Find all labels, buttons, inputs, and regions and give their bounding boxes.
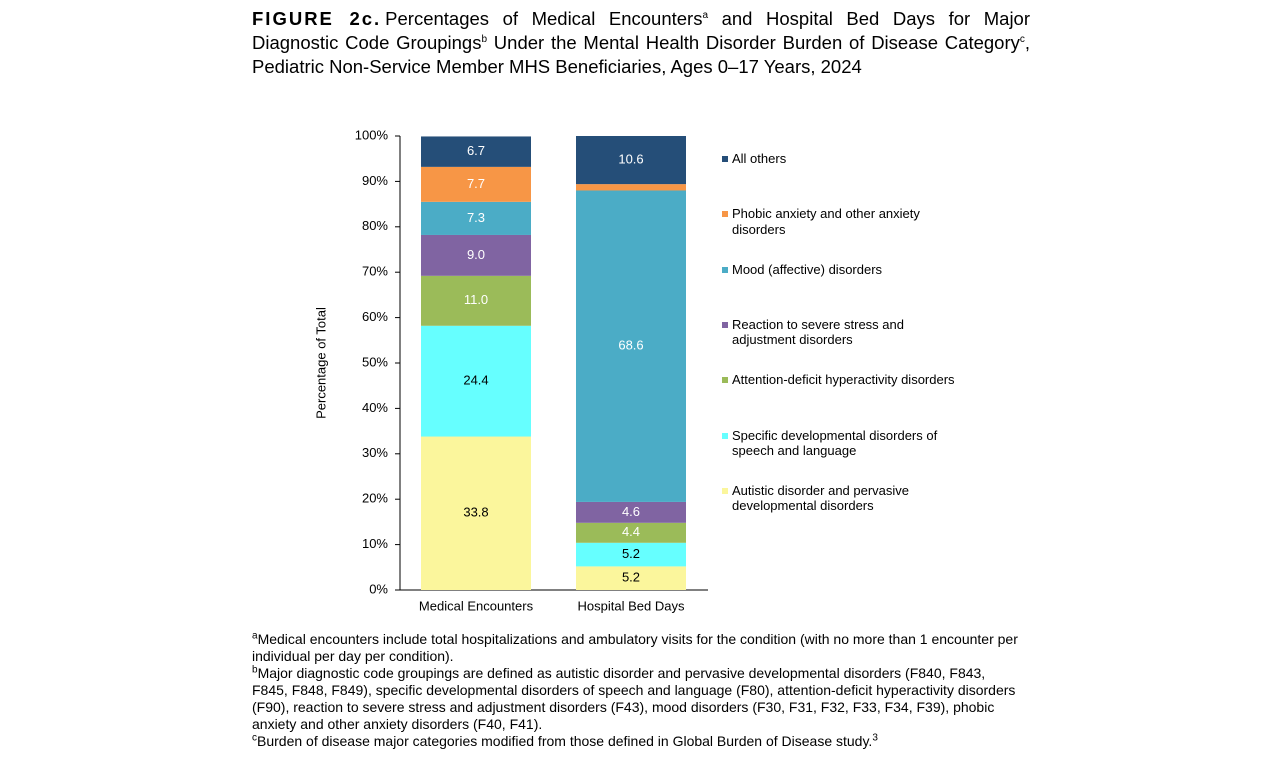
title-superscript: a (702, 9, 709, 21)
bar-segment (421, 275, 531, 326)
bar-segment (576, 190, 686, 502)
y-tick-label: 100% (355, 127, 389, 142)
y-tick-label: 90% (362, 173, 388, 188)
footnotes: aMedical encounters include total hospit… (252, 631, 1022, 750)
footnote-mark: b (252, 664, 258, 676)
legend-swatch (722, 156, 728, 162)
title-text: Percentages of Medical Encounters (385, 8, 703, 29)
legend-label: Mood (affective) disorders (732, 261, 883, 277)
bar-segment (576, 184, 686, 191)
bar-segment (421, 201, 531, 235)
title: FIGURE 2c. Percentages of Medical Encount… (252, 7, 1030, 79)
footnote: aMedical encounters include total hospit… (252, 631, 1022, 665)
y-tick-label: 50% (362, 354, 388, 369)
y-tick-label: 70% (362, 264, 388, 279)
legend-swatch (722, 321, 728, 328)
bar-segment (421, 166, 531, 202)
y-tick-label: 30% (362, 445, 388, 460)
value-label: 7.3 (467, 210, 485, 225)
footnote-reference: 3 (872, 732, 878, 744)
bar-segment (421, 325, 531, 437)
footnote-text: Medical encounters include total hospita… (252, 631, 1018, 664)
footnote-mark: a (252, 630, 258, 642)
figure-label: FIGURE 2c. (252, 8, 382, 29)
footnote-mark: c (252, 732, 257, 744)
y-axis-label: Percentage of Total (313, 307, 328, 419)
value-label: 11.0 (464, 292, 488, 307)
bar-segment (421, 234, 531, 276)
value-label: 68.6 (618, 338, 643, 353)
legend-swatch (722, 211, 728, 218)
legend-label: Attention-deficit hyperactivity disorder… (732, 372, 955, 388)
value-label: 10.6 (618, 151, 643, 166)
legend-label: Specific developmental disorders of spee… (732, 427, 938, 459)
y-tick-label: 20% (362, 491, 388, 506)
bar-segment (421, 136, 531, 167)
legend-swatch (722, 266, 728, 273)
value-label: 24.4 (463, 373, 488, 388)
title-text: , Pediatric Non-Service Member MHS Benef… (252, 32, 1030, 77)
title-superscript: c (1019, 33, 1025, 45)
legend-swatch (722, 377, 728, 384)
footnote: cBurden of disease major categories modi… (252, 733, 1022, 750)
bar-segment (576, 566, 686, 590)
title-superscript: b (481, 33, 488, 45)
value-label: 6.7 (467, 143, 485, 158)
y-tick-label: 40% (362, 400, 388, 415)
value-label: 5.2 (622, 570, 640, 585)
legend-label: Autistic disorder and pervasive developm… (732, 482, 910, 514)
value-label: 4.6 (622, 504, 640, 519)
value-label: 4.4 (622, 524, 640, 539)
bar-segment (576, 501, 686, 523)
x-tick-label: Hospital Bed Days (578, 598, 685, 613)
bar-segment (576, 522, 686, 543)
footnote: bMajor diagnostic code groupings are def… (252, 665, 1022, 733)
legend-label: Phobic anxiety and other anxiety disorde… (732, 206, 920, 237)
title-text: and Hospital Bed Days for Major Diagnost… (252, 8, 1030, 53)
legend-swatch (722, 487, 728, 494)
bar-segment (576, 136, 686, 185)
legend-label: All others (732, 151, 787, 166)
value-label: 7.7 (467, 176, 485, 191)
bar-segment (421, 436, 531, 590)
y-tick-label: 10% (362, 536, 388, 551)
y-tick-label: 60% (362, 309, 388, 324)
legend-label: Reaction to severe stress and adjustment… (732, 316, 904, 348)
value-label: 33.8 (463, 505, 488, 520)
footnote-text: Burden of disease major categories modif… (257, 733, 873, 749)
legend-swatch (722, 432, 728, 439)
value-label: 5.2 (622, 546, 640, 561)
bar-segment (576, 542, 686, 567)
value-label: 9.0 (467, 247, 485, 262)
footnote-text: Major diagnostic code groupings are defi… (252, 665, 1016, 732)
y-tick-label: 0% (369, 581, 388, 596)
title-text: Under the Mental Health Disorder Burden … (487, 32, 1020, 53)
y-tick-label: 80% (362, 218, 388, 233)
x-tick-label: Medical Encounters (419, 598, 534, 613)
